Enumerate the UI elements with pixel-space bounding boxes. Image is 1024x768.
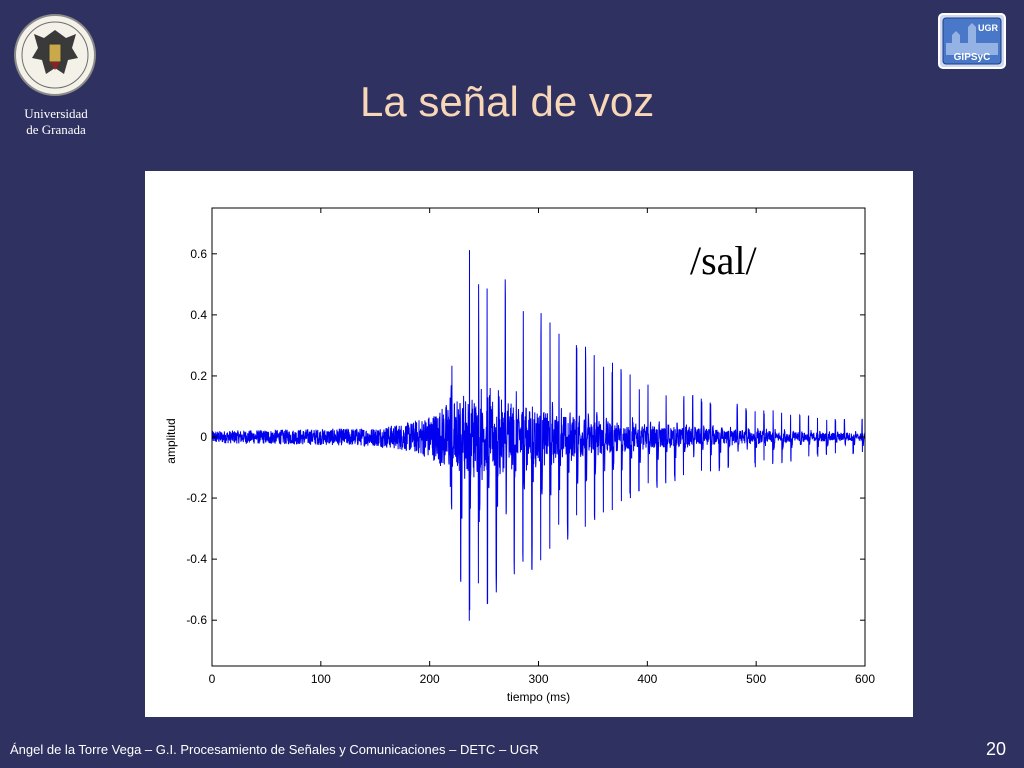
university-seal-icon xyxy=(14,14,96,96)
axis-ticks xyxy=(211,208,866,666)
x-tick-label: 600 xyxy=(855,672,875,686)
university-name: Universidad de Granada xyxy=(0,106,112,138)
x-tick-label: 300 xyxy=(528,672,548,686)
y-tick-label: -0.6 xyxy=(186,613,207,627)
gipsyc-logo-icon: UGR GIPSyC xyxy=(938,13,1006,69)
x-tick-label: 100 xyxy=(311,672,331,686)
x-tick-label: 400 xyxy=(637,672,657,686)
axis-tick-labels: 0 100 200 300 400 500 600 0.6 0.4 0.2 0 -0.2 -0.4 -0.… xyxy=(186,247,875,686)
y-axis-label: amplitud xyxy=(164,418,178,463)
y-tick-label: 0 xyxy=(200,430,207,444)
page-number: 20 xyxy=(985,739,1006,759)
waveform-chart: 0 100 200 300 400 500 600 0.6 0.4 0.2 0 -0.2 -0.4 -0.… xyxy=(164,207,875,704)
university-name-line2: de Granada xyxy=(26,122,86,137)
waveform-area xyxy=(211,250,866,621)
x-tick-label: 200 xyxy=(420,672,440,686)
university-name-line1: Universidad xyxy=(24,106,88,121)
gipsyc-logo-bottom-text: GIPSyC xyxy=(954,52,991,63)
chart-panel: 0 100 200 300 400 500 600 0.6 0.4 0.2 0 -0.2 -0.4 -0.… xyxy=(145,171,913,717)
y-tick-label: -0.2 xyxy=(186,491,207,505)
x-axis-label: tiempo (ms) xyxy=(507,690,570,704)
waveform-line xyxy=(211,250,866,621)
y-tick-label: 0.6 xyxy=(190,247,207,261)
x-tick-label: 500 xyxy=(746,672,766,686)
footer-text: Ángel de la Torre Vega – G.I. Procesamie… xyxy=(10,742,539,757)
y-tick-label: -0.4 xyxy=(186,552,207,566)
page-title: La señal de voz xyxy=(360,78,655,125)
x-tick-label: 0 xyxy=(209,672,216,686)
gipsyc-logo-top-text: UGR xyxy=(978,23,999,33)
y-tick-label: 0.2 xyxy=(190,369,207,383)
y-tick-label: 0.4 xyxy=(190,308,207,322)
chart-annotation: /sal/ xyxy=(690,238,758,283)
